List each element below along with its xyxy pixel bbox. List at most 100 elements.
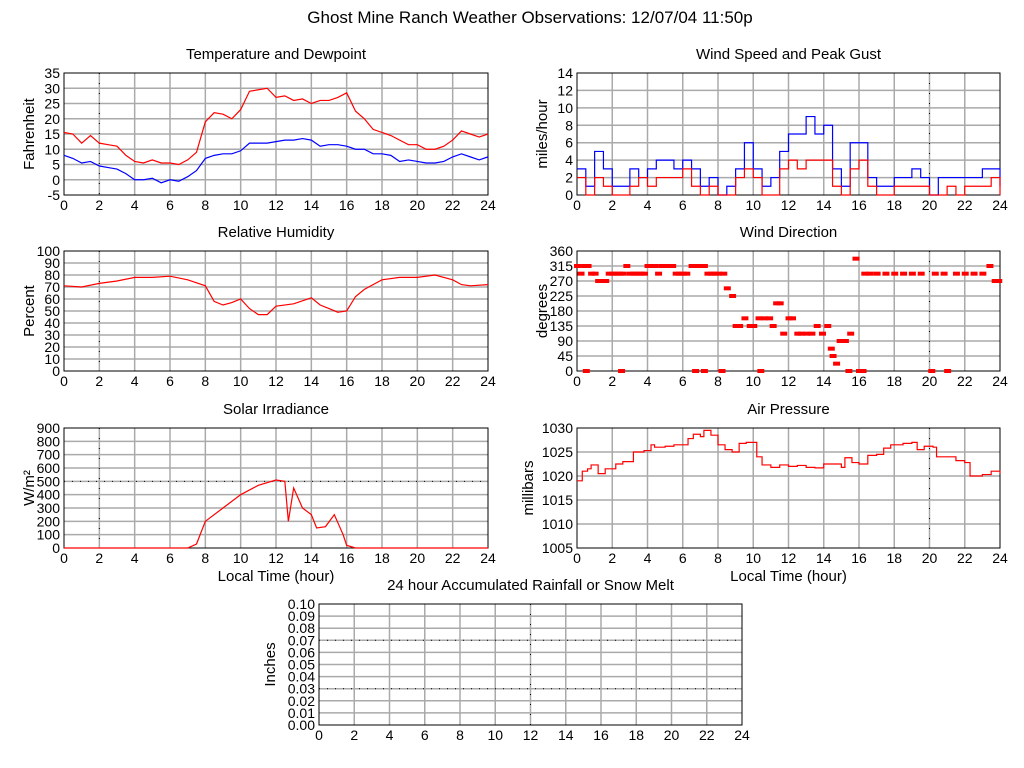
series-wind-direction-point [672, 271, 680, 276]
series-wind-direction-point [630, 271, 638, 276]
y-tick-label: 1015 [542, 492, 573, 508]
y-tick-label: 1030 [542, 420, 573, 436]
y-tick-label: 1005 [542, 540, 573, 556]
y-tick-label: 0.00 [288, 717, 315, 733]
series-wind-direction-point [861, 271, 869, 276]
x-tick-label: 0 [573, 550, 581, 566]
series-wind-direction-point [640, 271, 648, 276]
y-tick-label: 15 [44, 126, 60, 142]
series-wind-direction-point [917, 271, 925, 276]
y-tick-label: 0.09 [288, 608, 315, 624]
x-tick-label: 4 [644, 197, 652, 213]
x-tick-label: 12 [781, 550, 797, 566]
x-tick-label: 20 [664, 727, 680, 743]
y-tick-label: 25 [44, 96, 60, 112]
x-tick-label: 12 [268, 550, 284, 566]
y-tick-label: 0 [565, 363, 573, 379]
x-tick-label: 2 [95, 550, 103, 566]
x-tick-label: 12 [781, 373, 797, 389]
series-wind-direction-point [961, 271, 969, 276]
series-wind-direction-point [574, 264, 581, 268]
series-wind-direction-point [986, 264, 994, 268]
x-tick-label: 24 [480, 197, 496, 213]
series-wind-direction-point [665, 264, 673, 268]
x-tick-label: 6 [679, 550, 687, 566]
series-wind-direction-point [618, 369, 626, 373]
y-tick-label: 0.01 [288, 705, 315, 721]
x-tick-label: 14 [816, 373, 832, 389]
x-tick-label: 10 [233, 550, 249, 566]
x-tick-label: 16 [851, 550, 867, 566]
series-wind-direction-point [633, 271, 641, 276]
x-tick-label: 22 [957, 373, 973, 389]
x-tick-label: 0 [60, 197, 68, 213]
x-tick-label: 0 [60, 550, 68, 566]
plot-frame [63, 250, 489, 372]
series-dewpoint-line [63, 137, 489, 184]
y-tick-label: 1010 [542, 516, 573, 532]
x-tick-label: 14 [304, 373, 320, 389]
y-tick-label: 0.06 [288, 644, 315, 660]
y-tick-label: 40 [44, 315, 60, 331]
series-wind-direction-point [679, 271, 687, 276]
series-wind-direction-point [766, 316, 774, 321]
y-tick-label: 500 [37, 473, 61, 489]
chart-title: Solar Irradiance [223, 401, 329, 418]
x-tick-label: 14 [816, 197, 832, 213]
chart-24-hour-accumulated-rainfall-or-snow-melt: 24 hour Accumulated Rainfall or Snow Mel… [262, 577, 750, 743]
x-axis-label: Local Time (hour) [730, 568, 847, 585]
series-wind-direction-point [836, 339, 844, 343]
series-wind-direction-point [750, 324, 758, 328]
x-tick-label: 12 [268, 197, 284, 213]
y-tick-label: 100 [37, 243, 61, 259]
x-tick-label: 14 [304, 550, 320, 566]
y-tick-label: 14 [557, 65, 573, 81]
page-title: Ghost Mine Ranch Weather Observations: 1… [307, 8, 753, 27]
series-wind-direction-point [669, 264, 677, 268]
x-tick-label: 18 [374, 197, 390, 213]
x-tick-label: 8 [201, 373, 209, 389]
y-tick-label: 90 [44, 255, 60, 271]
x-tick-label: 16 [851, 373, 867, 389]
y-axis-label: miles/hour [534, 99, 551, 168]
series-wind-direction-point [619, 271, 627, 276]
series-wind-direction-point [746, 324, 754, 328]
x-tick-label: 20 [922, 373, 938, 389]
series-wind-direction-point [944, 369, 952, 373]
series-wind-direction-point [995, 279, 1003, 283]
series-wind-direction-point [827, 346, 835, 351]
series-wind-direction-point [612, 271, 620, 276]
y-tick-label: 1020 [542, 468, 573, 484]
series-wind-direction-point [658, 264, 666, 268]
series-wind-direction-point [707, 271, 715, 276]
x-tick-label: 16 [593, 727, 609, 743]
y-axis-label: Percent [21, 284, 38, 337]
y-tick-label: 50 [44, 303, 60, 319]
series-wind-direction-point [852, 256, 860, 261]
plot-frame [576, 72, 1001, 196]
series-wind-direction-point [736, 324, 744, 328]
y-axis-label: Inches [262, 642, 279, 686]
x-tick-label: 8 [714, 550, 722, 566]
y-tick-label: 0 [565, 187, 573, 203]
y-tick-label: 0 [52, 363, 60, 379]
x-tick-label: 6 [166, 197, 174, 213]
series-wind-direction-point [741, 316, 749, 321]
x-tick-label: 22 [699, 727, 715, 743]
series-wind-direction-point [626, 271, 634, 276]
x-tick-label: 20 [410, 373, 426, 389]
x-tick-label: 10 [233, 373, 249, 389]
series-wind-direction-point [866, 271, 874, 276]
x-tick-label: 0 [573, 373, 581, 389]
series-wind-direction-point [900, 271, 908, 276]
y-tick-label: 60 [44, 291, 60, 307]
series-wind-direction-point [720, 271, 728, 276]
x-tick-label: 10 [233, 197, 249, 213]
chart-title: Air Pressure [747, 401, 830, 418]
y-tick-label: 10 [44, 351, 60, 367]
x-tick-label: 2 [608, 550, 616, 566]
series-wind-direction-point [813, 324, 821, 328]
